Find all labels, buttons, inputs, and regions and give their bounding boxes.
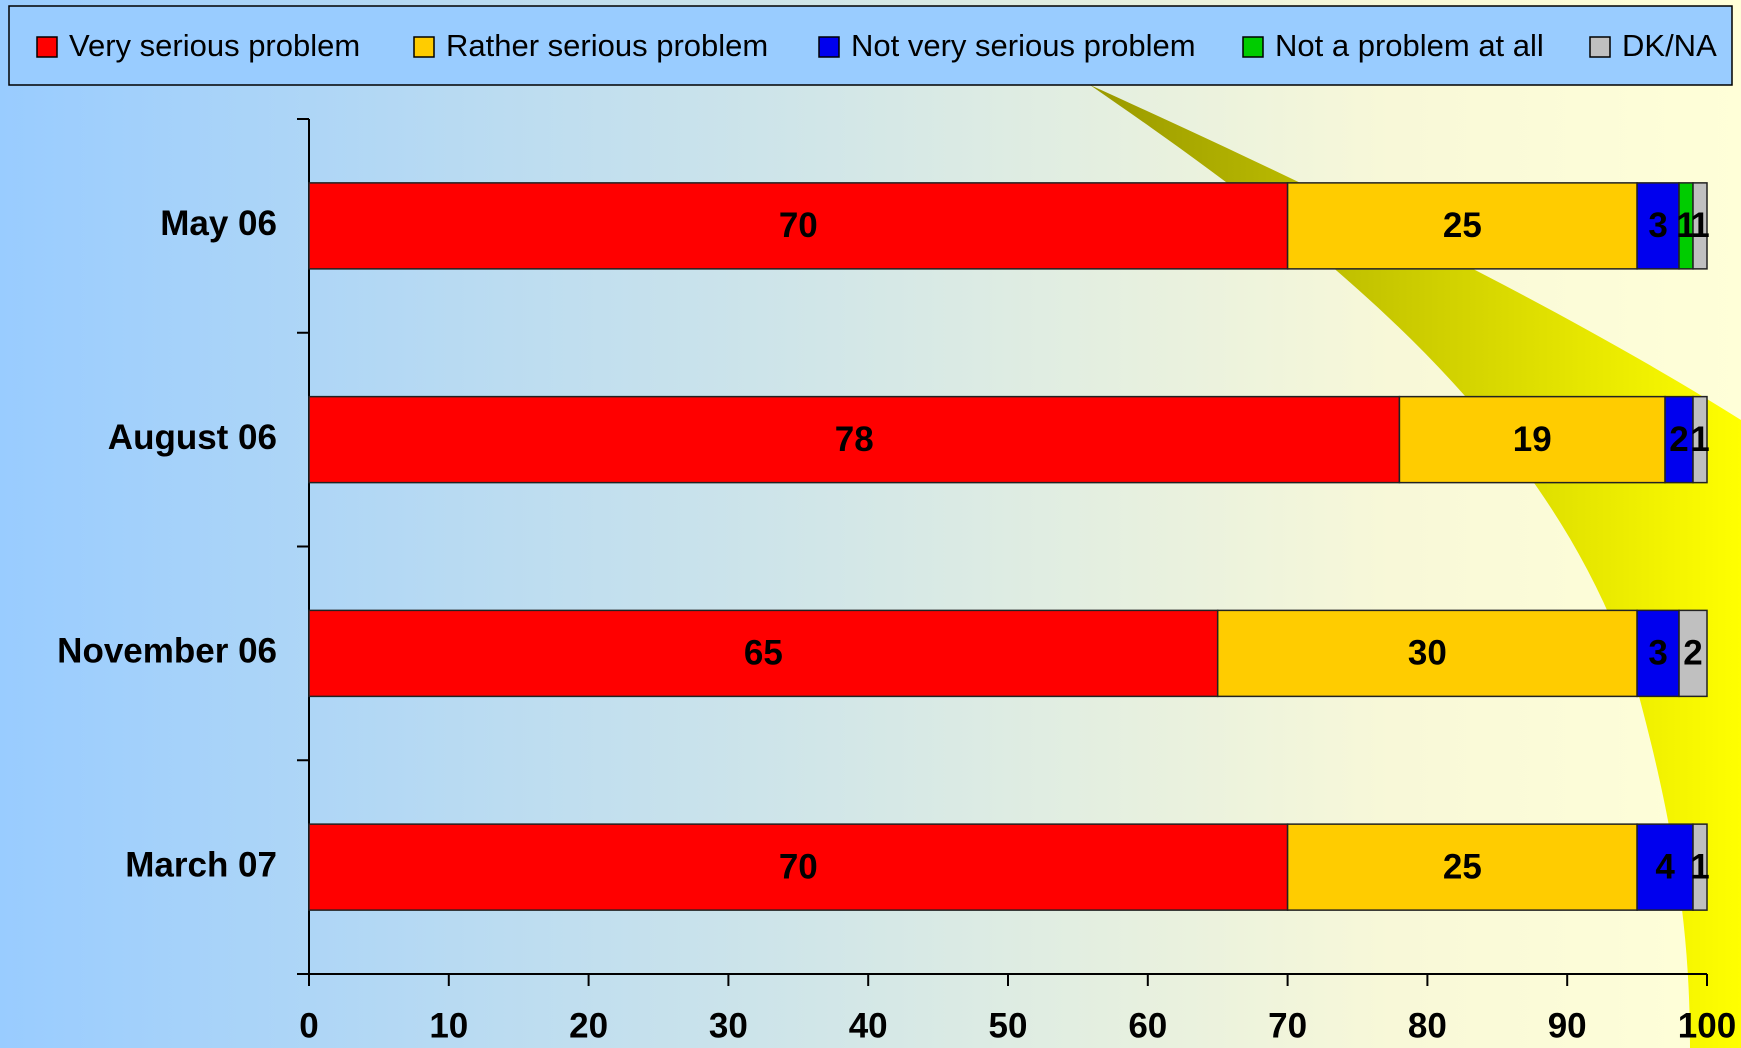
bar-segment [1692, 395, 1708, 484]
category-label: November 06 [57, 632, 277, 671]
value-label: 2 [1683, 634, 1702, 673]
x-tick-label: 20 [569, 1006, 608, 1045]
legend-swatch [818, 36, 840, 58]
value-label: 1 [1676, 206, 1695, 245]
value-label: 65 [744, 634, 783, 673]
value-label: 1 [1690, 420, 1709, 459]
legend-label: Very serious problem [69, 28, 360, 63]
bar-segment [308, 823, 1289, 911]
x-tick-label: 90 [1548, 1006, 1587, 1045]
value-label: 25 [1443, 206, 1482, 245]
value-label: 70 [779, 206, 818, 245]
bar-segment [308, 609, 1219, 698]
x-tick-label: 80 [1408, 1006, 1447, 1045]
x-tick-label: 70 [1268, 1006, 1307, 1045]
value-label: 30 [1408, 634, 1447, 673]
legend-swatch [36, 36, 58, 58]
bar-segment [308, 182, 1289, 270]
swoosh [1090, 85, 1741, 1048]
category-label: August 06 [108, 418, 277, 457]
value-label: 78 [835, 420, 874, 459]
x-tick-label: 50 [989, 1006, 1028, 1045]
legend-label: Not a problem at all [1275, 28, 1544, 63]
x-tick-label: 40 [849, 1006, 888, 1045]
legend-swatch [413, 36, 435, 58]
value-label: 4 [1655, 847, 1675, 886]
legend-swatch [1242, 36, 1264, 58]
bar-segment [1398, 395, 1666, 484]
bar-segment [308, 395, 1401, 484]
category-label: March 07 [125, 845, 277, 884]
value-label: 1 [1690, 847, 1709, 886]
legend [8, 5, 1733, 86]
value-label: 19 [1513, 420, 1552, 459]
legend-label: DK/NA [1622, 28, 1717, 63]
value-label: 1 [1690, 206, 1709, 245]
x-tick-label: 60 [1128, 1006, 1167, 1045]
bar-segment [1678, 609, 1708, 698]
legend-label: Rather serious problem [446, 28, 768, 63]
bar-segment [1692, 182, 1708, 270]
x-tick-label: 30 [709, 1006, 748, 1045]
legend-swatch [1589, 36, 1611, 58]
value-label: 2 [1669, 420, 1688, 459]
value-label: 25 [1443, 847, 1482, 886]
bar-segment [1664, 395, 1694, 484]
legend-label: Not very serious problem [851, 28, 1196, 63]
category-label: May 06 [160, 204, 277, 243]
bar-segment [1692, 823, 1708, 911]
x-tick-label: 0 [299, 1006, 318, 1045]
x-tick-label: 10 [429, 1006, 468, 1045]
value-label: 3 [1648, 634, 1667, 673]
x-tick-label: 100 [1678, 1006, 1736, 1045]
value-label: 3 [1648, 206, 1667, 245]
value-label: 70 [779, 847, 818, 886]
